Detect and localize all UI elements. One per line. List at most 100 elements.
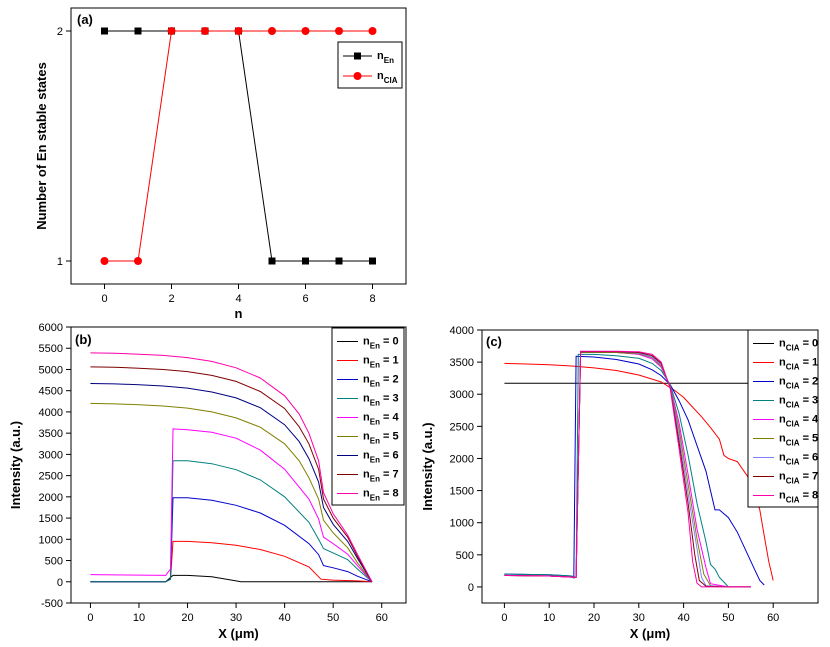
legend-label-value: = 2	[800, 376, 819, 388]
legend-label-sub: En	[370, 380, 380, 389]
legend-label: nEn = 1	[363, 355, 399, 370]
legend-label-sub: ClA	[786, 382, 800, 391]
x-tick-label: 30	[230, 612, 242, 624]
y-tick-label: 5000	[39, 364, 63, 376]
legend-label-main: n	[363, 374, 370, 386]
legend-label-sub: En	[384, 56, 394, 65]
x-tick-label: 60	[767, 612, 779, 624]
data-point	[101, 27, 108, 35]
legend-label-sub: ClA	[786, 496, 800, 505]
y-tick-label: 2500	[450, 421, 474, 433]
legend-label-value: = 6	[800, 452, 819, 464]
y-tick-label: 1000	[39, 534, 63, 546]
y-tick-label: 4000	[450, 325, 474, 337]
series-line-6	[504, 351, 751, 588]
y-tick-label: 2500	[39, 471, 63, 483]
legend-label: nClA = 7	[779, 471, 818, 486]
legend-label: nEn = 7	[363, 469, 399, 484]
legend-box	[337, 41, 403, 89]
legend-label-main: n	[363, 450, 370, 462]
x-tick-label: 20	[588, 612, 600, 624]
legend-label-main: n	[779, 452, 786, 464]
plot-frame	[70, 326, 407, 604]
legend-label-sub: En	[370, 342, 380, 351]
x-axis-title: X (μm)	[630, 626, 670, 641]
data-point	[234, 27, 243, 35]
legend-label-sub: ClA	[786, 439, 800, 448]
legend-label-value: = 0	[800, 338, 819, 350]
x-tick-label: 30	[633, 612, 645, 624]
data-point	[301, 27, 310, 35]
legend-label-value: = 8	[380, 488, 399, 500]
y-tick-label: 4000	[39, 407, 63, 419]
series-line-7	[504, 351, 751, 588]
legend-label-value: = 6	[380, 450, 399, 462]
series-line-6	[90, 383, 373, 583]
legend-label-value: = 7	[800, 471, 819, 483]
legend-label-sub: ClA	[786, 401, 800, 410]
legend-label-sub: En	[370, 361, 380, 370]
series-line-4	[90, 428, 373, 583]
x-tick-label: 40	[278, 612, 290, 624]
legend-label-value: = 7	[380, 469, 399, 481]
y-tick-label: 1	[57, 256, 63, 268]
y-tick-label: 1000	[450, 518, 474, 530]
series-line-4	[504, 352, 751, 588]
panel-label: (b)	[75, 332, 92, 347]
y-tick-label: 2	[57, 26, 63, 38]
legend-label-main: n	[779, 490, 786, 502]
legend-label-main: n	[363, 355, 370, 367]
y-tick-label: 4500	[39, 386, 63, 398]
legend-marker	[353, 72, 362, 80]
x-tick-label: 8	[369, 293, 375, 305]
legend-label-main: n	[363, 412, 370, 424]
legend-label: nEn = 4	[363, 412, 400, 427]
legend-label: nClA = 0	[779, 338, 818, 353]
x-tick-label: 60	[376, 612, 388, 624]
legend-label-value: = 5	[800, 433, 819, 445]
x-tick-label: 10	[543, 612, 555, 624]
legend-label-value: = 1	[380, 355, 399, 367]
y-tick-label: 2000	[39, 492, 63, 504]
legend-label: nClA = 8	[779, 490, 818, 505]
y-tick-label: 6000	[39, 322, 63, 334]
series-line-2	[504, 355, 765, 586]
y-tick-label: 3500	[450, 357, 474, 369]
y-tick-label: 3500	[39, 428, 63, 440]
legend-label-main: n	[363, 393, 370, 405]
legend-label: nEn = 0	[363, 336, 399, 351]
x-tick-label: 4	[235, 293, 241, 305]
legend-label-sub: En	[370, 418, 380, 427]
series-line-5	[90, 402, 373, 583]
chart-panel-b: 0 10 20 30 40 50 60 -500 0 500 1000 1500 2000 2500 300…	[8, 322, 407, 641]
legend-label-main: n	[363, 488, 370, 500]
series-line-3	[90, 460, 373, 583]
x-tick-label: 20	[181, 612, 193, 624]
x-tick-label: 0	[101, 293, 107, 305]
legend-label-value: = 3	[380, 393, 399, 405]
x-tick-label: 0	[87, 612, 93, 624]
y-tick-label: 1500	[450, 486, 474, 498]
legend-label-main: n	[779, 376, 786, 388]
legend-label: nClA = 5	[779, 433, 818, 448]
data-point	[368, 27, 377, 35]
legend-label-sub: En	[370, 399, 380, 408]
panel-label: (c)	[486, 334, 502, 349]
legend-label-sub: ClA	[384, 76, 398, 85]
legend-label-main: n	[363, 431, 370, 443]
legend-label-sub: ClA	[786, 344, 800, 353]
legend-label: nEn = 8	[363, 488, 399, 503]
x-tick-label: 2	[168, 293, 174, 305]
y-tick-label: 500	[456, 550, 474, 562]
legend-label: nEn = 2	[363, 374, 399, 389]
y-tick-label: 3000	[39, 449, 63, 461]
legend-label: nClA = 1	[779, 357, 818, 372]
x-tick-label: 0	[501, 612, 507, 624]
data-point	[335, 257, 343, 265]
y-tick-label: 0	[57, 577, 63, 589]
